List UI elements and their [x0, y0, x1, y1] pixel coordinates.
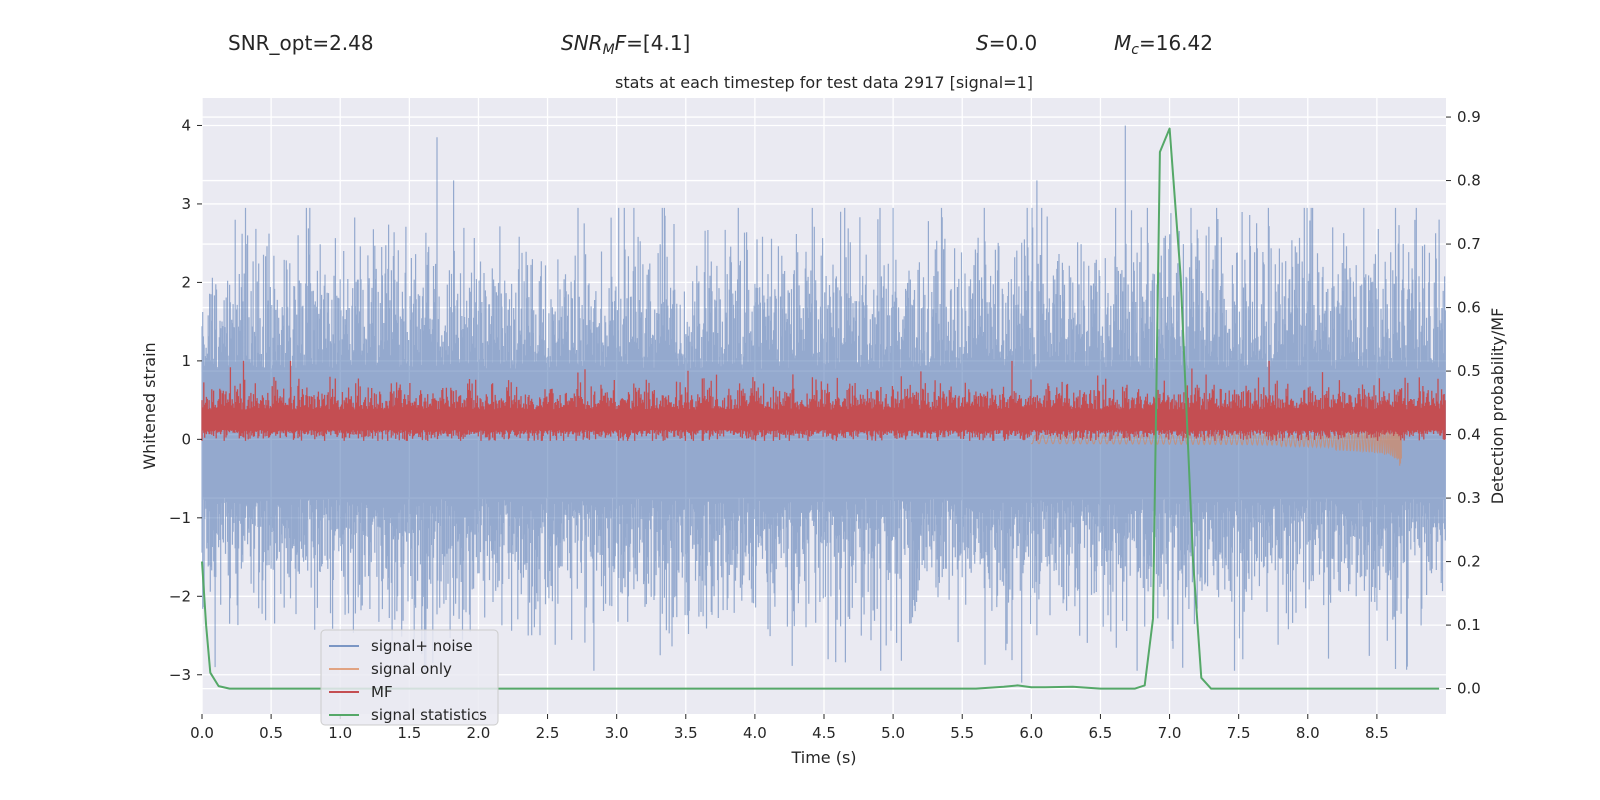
s-label: S=0.0	[976, 31, 1037, 55]
y2-tick-label: 0.1	[1457, 616, 1481, 634]
x-tick-label: 7.5	[1227, 724, 1251, 742]
snr-mf-symbol: SNR	[561, 31, 603, 55]
y2-axis-label: Detection probability/MF	[1488, 308, 1507, 505]
x-tick-label: 1.0	[328, 724, 352, 742]
x-tick-label: 1.5	[397, 724, 421, 742]
x-axis-label: Time (s)	[790, 748, 856, 767]
mc-symbol: M	[1114, 31, 1132, 55]
y2-tick-label: 0.5	[1457, 362, 1481, 380]
y2-tick-label: 0.3	[1457, 489, 1481, 507]
mc-value: =16.42	[1138, 31, 1213, 55]
axes: 0.0 0.5 1.0 1.5 2.0 2.5 3.0 3.5 4.0 4.5 5.0 5.5 6.0 6…	[169, 108, 1481, 742]
y-axis-label: Whitened strain	[140, 342, 159, 469]
x-tick-label: 4.0	[743, 724, 767, 742]
legend-box	[320, 629, 499, 726]
y-tick-label: 4	[181, 116, 191, 134]
signal-statistics-line	[201, 127, 1440, 690]
y2-tick-label: 0.0	[1457, 680, 1481, 698]
s-symbol: S	[976, 31, 989, 55]
y-tick-label: −3	[169, 666, 191, 684]
x-tick-label: 3.0	[605, 724, 629, 742]
x-tick-label: 6.5	[1089, 724, 1113, 742]
legend-label: signal+ noise	[371, 637, 473, 655]
legend-label: signal only	[371, 660, 452, 678]
y2-tick-label: 0.2	[1457, 553, 1481, 571]
y-tick-label: 1	[181, 352, 191, 370]
x-tick-label: 6.0	[1019, 724, 1043, 742]
x-tick-label: 5.0	[881, 724, 905, 742]
x-tick-label: 8.0	[1296, 724, 1320, 742]
x-tick-label: 5.5	[950, 724, 974, 742]
snr-mf-value: =[4.1]	[626, 31, 691, 55]
x-tick-label: 2.5	[536, 724, 560, 742]
y-tick-label: 3	[181, 195, 191, 213]
legend-label: MF	[371, 683, 393, 701]
chart-title: stats at each timestep for test data 291…	[615, 73, 1033, 92]
y2-tick-label: 0.7	[1457, 235, 1481, 253]
x-tick-label: 4.5	[812, 724, 836, 742]
mc-label: Mc=16.42	[1114, 31, 1213, 58]
mf-trace	[201, 360, 1446, 441]
x-tick-label: 0.0	[190, 724, 214, 742]
x-tick-label: 0.5	[259, 724, 283, 742]
x-tick-label: 8.5	[1365, 724, 1389, 742]
snr-opt-text: SNR_opt=2.48	[228, 31, 374, 55]
y-tick-label: 0	[181, 430, 191, 448]
mc-subscript: c	[1131, 42, 1139, 58]
y2-tick-label: 0.6	[1457, 299, 1481, 317]
y2-tick-label: 0.4	[1457, 426, 1481, 444]
y-tick-label: 2	[181, 273, 191, 291]
x-tick-label: 2.0	[467, 724, 491, 742]
legend-label: signal statistics	[371, 706, 487, 724]
y-tick-label: −2	[169, 587, 191, 605]
signal-only-trace	[1030, 418, 1402, 466]
snr-mf-label: SNRMF=[4.1]	[561, 31, 690, 58]
snr-mf-symbol-f: F	[614, 31, 627, 55]
y2-tick-label: 0.9	[1457, 108, 1481, 126]
y-tick-label: −1	[169, 509, 191, 527]
snr-opt-label: SNR_opt=2.48	[228, 31, 374, 55]
s-value: =0.0	[988, 31, 1038, 55]
snr-mf-subscript: M	[602, 42, 615, 58]
x-tick-label: 7.0	[1158, 724, 1182, 742]
y2-tick-label: 0.8	[1457, 172, 1481, 190]
legend: signal+ noise signal only MF signal statist…	[320, 629, 499, 726]
x-tick-label: 3.5	[674, 724, 698, 742]
